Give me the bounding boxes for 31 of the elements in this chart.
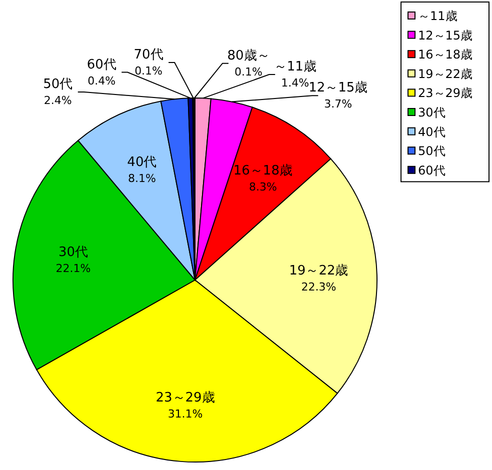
- legend-label: 50代: [418, 144, 446, 158]
- slice-label: 23～29歳: [156, 390, 215, 406]
- slice-label: 50代: [43, 76, 73, 92]
- legend-label: ～11歳: [418, 9, 458, 23]
- slice-label: 19～22歳: [289, 264, 348, 278]
- slice-label: 40代: [127, 155, 157, 170]
- slice-label: 16～18歳: [233, 164, 292, 179]
- data-label: 0.1%: [234, 65, 262, 78]
- data-label: 0.4%: [88, 74, 116, 88]
- data-label: 1.4%: [281, 76, 310, 90]
- legend-label: 12～15歳: [418, 28, 473, 42]
- data-label: 22.1%: [56, 262, 91, 275]
- data-label: 31.1%: [168, 407, 203, 420]
- legend-label: 30代: [418, 106, 446, 120]
- data-label: 8.1%: [128, 172, 156, 186]
- legend-label: 23～29歳: [418, 86, 473, 100]
- slice-label: ～11歳: [274, 60, 316, 75]
- legend-label: 40代: [418, 124, 446, 139]
- slice-label: 30代: [58, 244, 88, 260]
- data-label: 22.3%: [301, 280, 336, 294]
- legend-label: 16～18歳: [418, 48, 473, 62]
- legend-label: 19～22歳: [418, 66, 473, 81]
- data-label: 8.3%: [248, 180, 277, 194]
- data-label: 0.1%: [134, 64, 163, 78]
- slice-label: 80歳～: [227, 48, 270, 64]
- slice-label: 70代: [134, 48, 164, 63]
- data-label: 2.4%: [44, 94, 72, 107]
- legend-label: 60代: [418, 163, 446, 178]
- slice-label: 12～15歳: [308, 80, 368, 96]
- data-label: 3.7%: [324, 98, 352, 111]
- slice-label: 60代: [86, 57, 116, 72]
